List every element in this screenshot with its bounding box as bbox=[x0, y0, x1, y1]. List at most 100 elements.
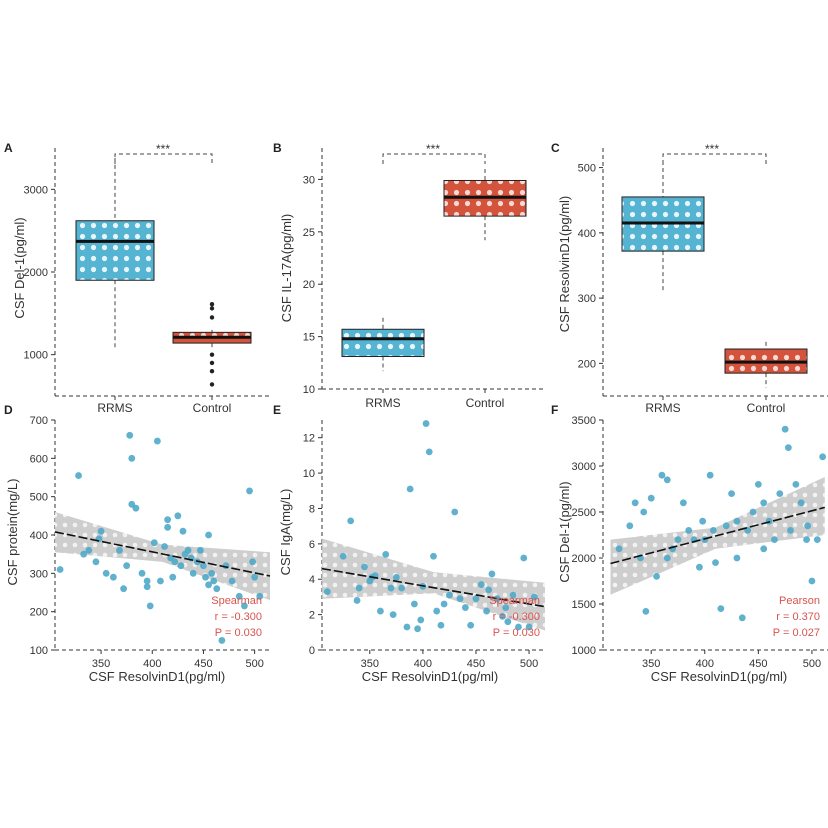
panel-d-xtick-label: 350 bbox=[92, 658, 110, 670]
panel-e-data-point bbox=[339, 552, 347, 560]
panel-f-data-point bbox=[781, 425, 789, 433]
panel-a-xtick-rrms: RRMS bbox=[97, 401, 132, 415]
panel-a-control-outlier bbox=[209, 306, 215, 311]
panel-f-data-point bbox=[709, 527, 717, 534]
panel-d-data-point bbox=[235, 592, 243, 600]
panel-e-data-point bbox=[382, 551, 390, 558]
panel-d-xtick-label: 500 bbox=[245, 658, 263, 670]
panel-f-ytick-label: 1000 bbox=[572, 645, 596, 657]
panel-d-data-point bbox=[251, 573, 259, 581]
panel-e-data-point bbox=[530, 593, 538, 601]
panel-e-data-point bbox=[347, 517, 355, 525]
panel-e-ylabel: CSF IgA(mg/L) bbox=[278, 489, 293, 576]
panel-d-data-point bbox=[85, 546, 93, 554]
panel-e-data-point bbox=[353, 597, 361, 604]
panel-d-stat-r: r = -0.300 bbox=[215, 611, 262, 623]
panel-f-data-point bbox=[808, 577, 816, 585]
panel-f-ytick-label: 3500 bbox=[572, 415, 596, 427]
panel-e-xlabel: CSF ResolvinD1(pg/ml) bbox=[362, 669, 499, 684]
panel-f-xtick-label: 400 bbox=[696, 658, 714, 670]
panel-f-data-point bbox=[685, 527, 693, 534]
panel-e: E CSF IgA(mg/L) 0 2 4 6 8 10 12 350 400 450 500 CS… bbox=[273, 403, 546, 684]
panel-b-xtick-control: Control bbox=[466, 396, 505, 410]
panel-f-data-point bbox=[787, 527, 794, 534]
panel-d-data-point bbox=[138, 569, 146, 577]
panel-d-data-point bbox=[128, 500, 136, 508]
panel-e-data-point bbox=[361, 563, 368, 571]
panel-e-data-point bbox=[493, 595, 501, 603]
panel-e-data-point bbox=[392, 574, 400, 581]
panel-f-data-point bbox=[663, 476, 671, 484]
panel-b-rrms-box bbox=[341, 328, 425, 358]
panel-e-ytick-label: 10 bbox=[303, 468, 315, 480]
panel-a-control-outlier bbox=[209, 369, 215, 374]
panel-e-data-point bbox=[440, 600, 448, 608]
panel-f-data-point bbox=[663, 554, 671, 562]
panel-f-data-point bbox=[792, 481, 800, 488]
panel-e-data-point bbox=[422, 420, 430, 427]
panel-d-data-point bbox=[120, 585, 127, 593]
panel-d-ytick-label: 500 bbox=[30, 492, 48, 504]
panel-e-data-point bbox=[425, 448, 433, 456]
panel-e-data-point bbox=[446, 591, 453, 599]
panel-f-data-point bbox=[804, 522, 812, 530]
panel-d-confidence-band bbox=[55, 512, 270, 601]
panel-e-data-point bbox=[387, 584, 395, 592]
panel-c-significance: *** bbox=[705, 142, 719, 156]
panel-d-data-point bbox=[116, 546, 123, 554]
panel-a-control-outlier bbox=[209, 382, 215, 387]
panel-e-data-point bbox=[410, 600, 418, 608]
panel-d-fit-line bbox=[54, 531, 271, 577]
panel-f-stat-method: Pearson bbox=[779, 595, 820, 607]
panel-e-data-point bbox=[323, 588, 331, 596]
panel-c-ytick-label: 200 bbox=[578, 358, 596, 370]
panel-f-data-point bbox=[728, 490, 735, 497]
panel-d-data-point bbox=[196, 546, 204, 554]
panel-a-ytick-label: 3000 bbox=[24, 184, 48, 196]
panel-d-data-point bbox=[126, 431, 134, 439]
panel-f-data-point bbox=[717, 605, 725, 612]
panel-c-xtick-control: Control bbox=[747, 401, 786, 415]
panel-d-data-point bbox=[208, 569, 216, 577]
panel-e-data-point bbox=[467, 621, 475, 629]
panel-a-rrms-box bbox=[75, 220, 155, 281]
panel-e-data-point bbox=[477, 581, 485, 588]
panel-d-data-point bbox=[189, 569, 197, 577]
panel-d-data-point bbox=[109, 573, 117, 581]
panel-a-significance-bracket bbox=[114, 153, 213, 164]
panel-f-data-point bbox=[696, 563, 703, 571]
panel-e-data-point bbox=[437, 621, 445, 629]
panel-d-data-point bbox=[143, 577, 151, 585]
panel-f-data-point bbox=[760, 499, 768, 507]
panel-e-data-point bbox=[430, 552, 437, 560]
panel-b-significance: *** bbox=[426, 142, 440, 156]
panel-d-ytick-label: 200 bbox=[30, 607, 48, 619]
panel-f-data-point bbox=[699, 517, 707, 525]
panel-a-xtick-control: Control bbox=[193, 401, 232, 415]
panel-d-data-point bbox=[75, 472, 82, 479]
panel-f-stat-p: P = 0.027 bbox=[773, 627, 820, 639]
panel-b-ytick-label: 15 bbox=[303, 332, 315, 344]
panel-a-significance: *** bbox=[156, 142, 170, 156]
panel-e-ytick-label: 6 bbox=[309, 539, 315, 551]
panel-f-xtick-label: 450 bbox=[749, 658, 767, 670]
panel-e-confidence-band bbox=[322, 538, 545, 631]
panel-e-data-point bbox=[414, 625, 421, 633]
panel-b: B CSF IL-17A(pg/ml) 10 15 20 25 30 RRMS Cont… bbox=[273, 141, 545, 410]
panel-b-ytick-label: 25 bbox=[303, 227, 315, 239]
panel-f-data-point bbox=[706, 471, 714, 479]
panel-a-ytick-label: 1000 bbox=[24, 350, 48, 362]
panel-d-data-point bbox=[150, 539, 158, 547]
panel-d-data-point bbox=[153, 437, 161, 445]
panel-e-data-point bbox=[355, 584, 363, 592]
panel-f-data-point bbox=[679, 499, 687, 507]
panel-d-data-point bbox=[213, 585, 221, 593]
panel-e-stat-r: r = -0.300 bbox=[493, 611, 540, 623]
panel-f-ytick-label: 1500 bbox=[572, 599, 596, 611]
panel-f-data-point bbox=[647, 494, 655, 502]
panel-f-axes: 1000 1500 2000 2500 3000 3500 350 400 450 500 bbox=[572, 415, 828, 670]
panel-b-axes: 10 15 20 25 30 bbox=[303, 148, 545, 396]
panel-c-ylabel: CSF ResolvinD1(pg/ml) bbox=[557, 196, 572, 333]
panel-c-ytick-label: 400 bbox=[578, 228, 596, 240]
